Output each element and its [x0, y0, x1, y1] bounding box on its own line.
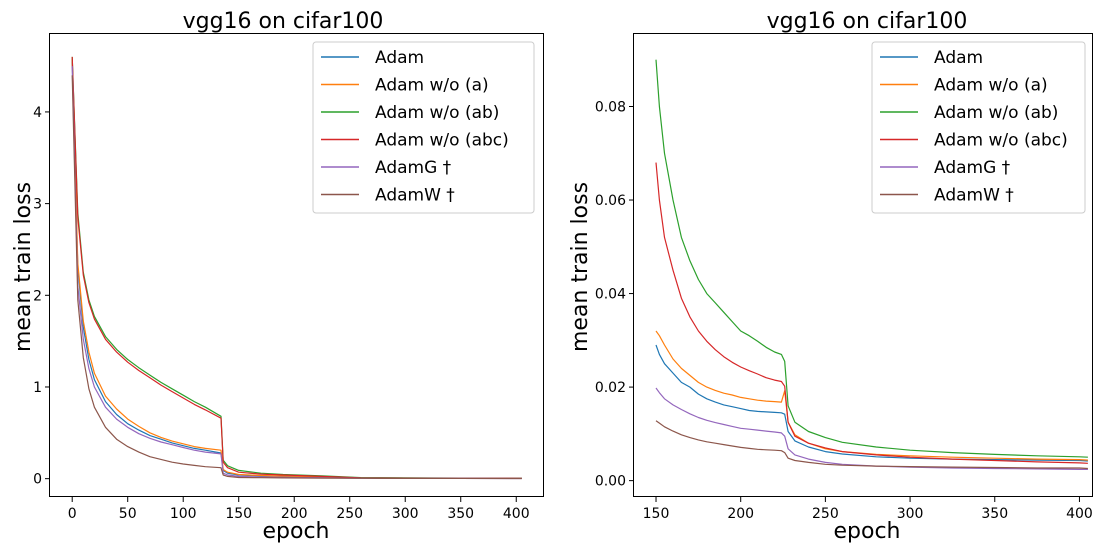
left-series-line-5: [71, 75, 522, 480]
left-legend-label-1: Adam w/o (a): [375, 76, 489, 96]
right-series-line-0: [655, 344, 1088, 462]
left-x-tick-label: 50: [119, 506, 137, 522]
right-plot-frame: [633, 33, 1093, 497]
left-legend: Adam Adam w/o (a) Adam w/o (ab) Adam w/o (a…: [312, 41, 535, 214]
left-y-tick-label: 2: [33, 288, 42, 304]
left-legend-box: [312, 41, 535, 214]
right-y-tick-label: 0.06: [595, 193, 626, 209]
right-x-axis-label: epoch: [834, 519, 901, 544]
right-series-line-1: [655, 330, 1088, 461]
right-y-tick-label: 0.04: [595, 287, 626, 303]
left-x-tick-label: 350: [447, 506, 474, 522]
right-plot-area: 150 200 250 300 350 400 0.00 0.02 0.04 0.06 0.08: [595, 59, 1093, 522]
right-x-tick-label: 350: [981, 506, 1008, 522]
left-y-tick-label: 0: [33, 472, 42, 488]
right-y-tick-label: 0.08: [595, 99, 626, 115]
right-legend-label-2: Adam w/o (ab): [934, 103, 1058, 123]
right-series-line-5: [655, 420, 1088, 470]
right-series-line-2: [655, 59, 1088, 458]
right-series-line-4: [655, 387, 1088, 470]
left-legend-label-0: Adam: [375, 48, 424, 68]
right-x-tick-label: 250: [812, 506, 839, 522]
right-legend-label-5: AdamW †: [934, 186, 1014, 206]
left-legend-label-5: AdamW †: [375, 186, 455, 206]
right-chart-title: vgg16 on cifar100: [767, 9, 968, 34]
right-legend-label-4: AdamG †: [934, 158, 1011, 178]
left-series-line-3: [71, 56, 522, 479]
left-x-tick-label: 150: [225, 506, 252, 522]
right-x-tick-label: 400: [1066, 506, 1093, 522]
left-y-tick-label: 4: [33, 105, 42, 121]
right-legend-label-3: Adam w/o (abc): [934, 131, 1068, 151]
left-legend-label-2: Adam w/o (ab): [375, 103, 499, 123]
left-chart-title: vgg16 on cifar100: [183, 9, 384, 34]
right-legend-label-1: Adam w/o (a): [934, 76, 1048, 96]
right-x-tick-label: 150: [643, 506, 670, 522]
right-legend-label-0: Adam: [934, 48, 983, 68]
left-y-axis-label: mean train loss: [11, 182, 36, 352]
left-x-tick-label: 250: [336, 506, 363, 522]
right-y-tick-label: 0.00: [595, 474, 626, 490]
right-y-axis-label: mean train loss: [568, 182, 593, 352]
left-x-tick-label: 0: [68, 506, 77, 522]
left-y-tick-label: 1: [33, 380, 42, 396]
left-x-tick-label: 200: [281, 506, 308, 522]
right-chart-panel: vgg16 on cifar100 epoch mean train loss …: [568, 9, 1093, 544]
left-legend-label-3: Adam w/o (abc): [375, 131, 509, 151]
left-x-tick-label: 400: [503, 506, 530, 522]
right-x-tick-label: 300: [897, 506, 924, 522]
right-x-tick-label: 200: [727, 506, 754, 522]
right-y-tick-label: 0.02: [595, 380, 626, 396]
left-y-tick-label: 3: [33, 197, 42, 213]
right-legend: Adam Adam w/o (a) Adam w/o (ab) Adam w/o (a…: [871, 41, 1086, 214]
left-x-tick-label: 300: [392, 506, 419, 522]
left-x-tick-label: 100: [170, 506, 197, 522]
right-series-line-3: [655, 162, 1088, 464]
right-legend-box: [871, 41, 1086, 214]
left-x-axis-label: epoch: [263, 519, 330, 544]
left-chart-panel: vgg16 on cifar100 epoch mean train loss …: [11, 9, 544, 544]
left-plot-frame: [49, 33, 544, 497]
left-legend-label-4: AdamG †: [375, 158, 452, 178]
left-plot-area: 0 50 100 150 200 250 300 350 400 0 1 2 3 4: [33, 56, 530, 522]
